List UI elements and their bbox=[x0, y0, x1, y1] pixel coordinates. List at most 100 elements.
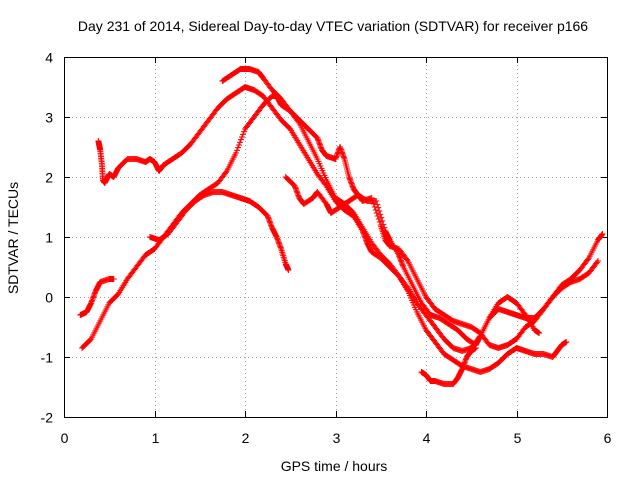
x-tick-label: 1 bbox=[152, 430, 160, 446]
data-point bbox=[266, 218, 273, 225]
series-track-b bbox=[77, 276, 117, 318]
data-point bbox=[397, 257, 404, 264]
data-point bbox=[236, 139, 243, 146]
x-tick-label: 0 bbox=[61, 430, 69, 446]
data-point bbox=[91, 292, 98, 298]
data-point bbox=[593, 259, 600, 266]
data-point bbox=[267, 221, 274, 227]
data-point bbox=[277, 243, 284, 250]
data-point bbox=[275, 238, 282, 244]
data-point bbox=[110, 276, 117, 282]
data-point bbox=[398, 260, 405, 266]
data-point bbox=[237, 136, 244, 143]
data-point bbox=[348, 180, 355, 187]
data-point bbox=[333, 153, 340, 160]
data-point bbox=[333, 154, 340, 161]
data-point bbox=[396, 254, 403, 261]
data-point bbox=[379, 218, 386, 224]
series-track-d bbox=[146, 189, 292, 273]
data-point bbox=[275, 239, 282, 246]
data-point bbox=[264, 213, 271, 219]
y-axis-label: SDTVAR / TECUs bbox=[5, 182, 21, 294]
data-point bbox=[347, 176, 354, 183]
data-point bbox=[584, 256, 591, 263]
ticks: 0 1 2 3 4 5 6 -2 -1 0 1 2 3 4 bbox=[41, 50, 612, 447]
data-point bbox=[293, 188, 300, 195]
marks bbox=[77, 66, 606, 387]
data-point bbox=[238, 134, 245, 140]
data-point bbox=[461, 360, 468, 367]
data-point bbox=[397, 256, 404, 262]
x-tick-label: 2 bbox=[242, 430, 250, 446]
data-point bbox=[285, 267, 292, 273]
data-point bbox=[472, 345, 479, 351]
data-point bbox=[599, 231, 606, 237]
data-point bbox=[341, 154, 348, 161]
y-tick-label: -1 bbox=[41, 350, 54, 366]
data-point bbox=[90, 293, 97, 300]
data-point bbox=[459, 366, 466, 372]
data-point bbox=[317, 144, 324, 151]
y-tick-label: 4 bbox=[45, 50, 53, 66]
data-point bbox=[399, 262, 406, 269]
y-tick-label: 3 bbox=[45, 110, 53, 126]
data-point bbox=[349, 183, 356, 190]
data-point bbox=[462, 358, 469, 364]
data-point bbox=[349, 182, 356, 188]
data-point bbox=[265, 214, 272, 221]
data-point bbox=[316, 141, 323, 148]
data-point bbox=[594, 258, 601, 264]
data-point bbox=[274, 235, 281, 242]
data-point bbox=[374, 201, 381, 208]
data-point bbox=[268, 222, 275, 229]
data-point bbox=[314, 136, 321, 143]
data-point bbox=[460, 362, 467, 368]
data-point bbox=[315, 139, 322, 145]
data-point bbox=[395, 252, 402, 258]
data-point bbox=[381, 224, 388, 231]
data-point bbox=[339, 150, 346, 157]
data-point bbox=[371, 204, 378, 210]
data-point bbox=[316, 140, 323, 147]
data-point bbox=[294, 191, 301, 197]
data-point bbox=[378, 214, 385, 221]
data-point bbox=[292, 185, 299, 192]
data-point bbox=[337, 145, 344, 152]
x-tick-label: 5 bbox=[514, 430, 522, 446]
data-point bbox=[222, 169, 229, 176]
data-point bbox=[317, 143, 324, 149]
data-point bbox=[233, 147, 240, 154]
data-point bbox=[403, 256, 410, 263]
data-point bbox=[293, 187, 300, 193]
y-tick-label: 2 bbox=[45, 170, 53, 186]
data-point bbox=[234, 144, 241, 151]
y-tick-label: 0 bbox=[45, 290, 53, 306]
data-point bbox=[460, 363, 467, 370]
data-point bbox=[346, 175, 353, 182]
data-point bbox=[340, 152, 347, 158]
data-point bbox=[396, 253, 403, 260]
grid bbox=[64, 57, 607, 417]
data-point bbox=[376, 208, 383, 214]
data-point bbox=[373, 198, 380, 204]
data-point bbox=[292, 184, 299, 191]
data-point bbox=[276, 242, 283, 248]
data-point bbox=[267, 219, 274, 226]
data-point bbox=[91, 290, 98, 297]
series-track-e bbox=[219, 66, 606, 351]
data-point bbox=[375, 216, 382, 222]
data-point bbox=[332, 156, 339, 162]
data-point bbox=[338, 148, 345, 154]
data-point bbox=[459, 364, 466, 371]
data-point bbox=[380, 221, 387, 228]
data-point bbox=[536, 330, 543, 336]
data-point bbox=[240, 128, 247, 135]
data-point bbox=[314, 135, 321, 141]
data-point bbox=[398, 258, 405, 265]
data-point bbox=[90, 294, 97, 301]
data-point bbox=[89, 297, 96, 304]
series-track-g bbox=[418, 345, 479, 387]
data-point bbox=[235, 142, 242, 148]
data-point bbox=[376, 219, 383, 225]
